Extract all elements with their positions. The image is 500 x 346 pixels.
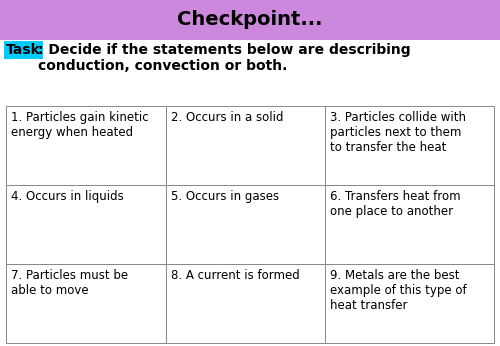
Text: Task: Task (6, 43, 41, 57)
Text: : Decide if the statements below are describing
conduction, convection or both.: : Decide if the statements below are des… (38, 43, 410, 73)
Bar (166, 184, 325, 264)
Text: 1. Particles gain kinetic
energy when heated: 1. Particles gain kinetic energy when he… (11, 111, 148, 139)
Text: 7. Particles must be
able to move: 7. Particles must be able to move (11, 269, 128, 297)
Bar (6, 184, 166, 264)
Bar (166, 106, 325, 184)
Text: 2. Occurs in a solid: 2. Occurs in a solid (170, 111, 283, 124)
Bar (6, 106, 166, 184)
Bar (166, 264, 325, 343)
Bar (0, 0, 500, 40)
Bar (325, 184, 494, 264)
Text: 5. Occurs in gases: 5. Occurs in gases (170, 190, 278, 203)
Text: 9. Metals are the best
example of this type of
heat transfer: 9. Metals are the best example of this t… (330, 269, 466, 312)
Bar (325, 106, 494, 184)
Text: 3. Particles collide with
particles next to them
to transfer the heat: 3. Particles collide with particles next… (330, 111, 466, 154)
Text: 6. Transfers heat from
one place to another: 6. Transfers heat from one place to anot… (330, 190, 460, 218)
Bar (325, 264, 494, 343)
Text: Checkpoint...: Checkpoint... (177, 10, 323, 29)
Text: 8. A current is formed: 8. A current is formed (170, 269, 300, 282)
Bar (6, 264, 166, 343)
Text: 4. Occurs in liquids: 4. Occurs in liquids (11, 190, 124, 203)
